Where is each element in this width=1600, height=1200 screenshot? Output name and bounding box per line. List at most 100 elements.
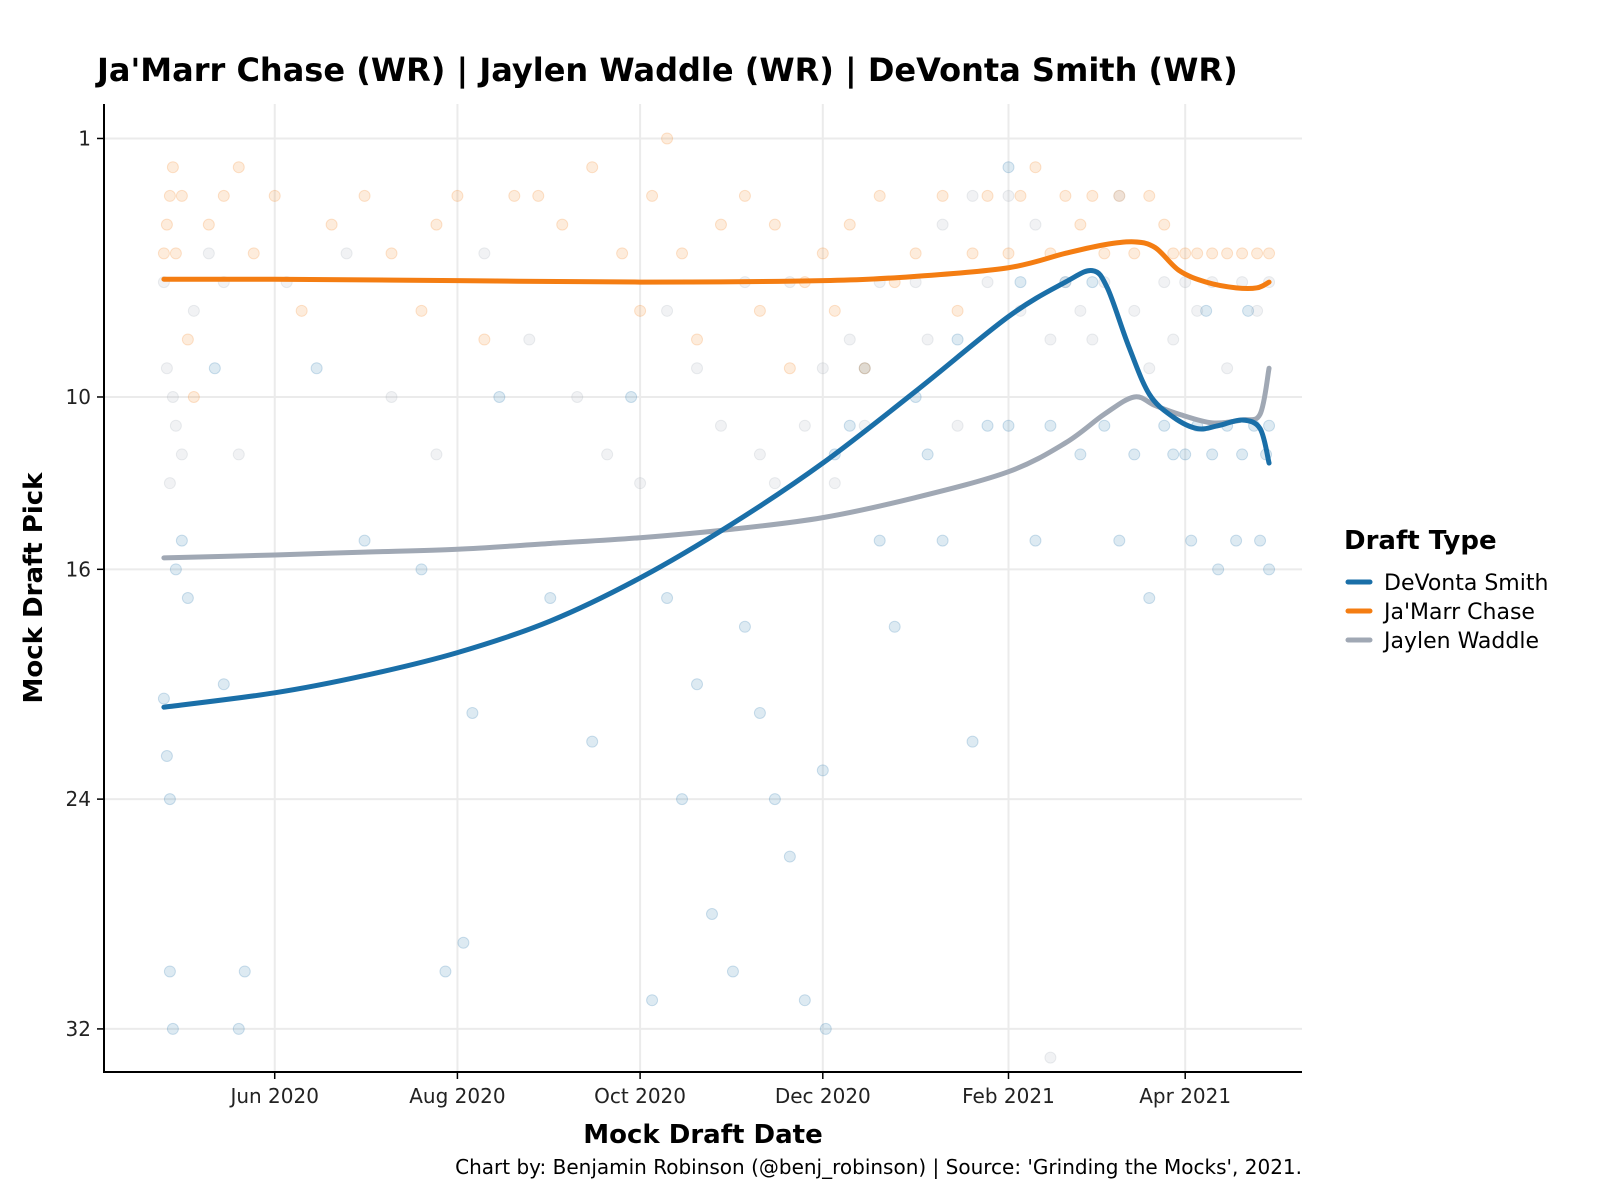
point-ja-marr-chase (175, 189, 188, 202)
point-devonta-smith (981, 419, 994, 432)
point-ja-marr-chase (1029, 161, 1042, 174)
point-jaylen-waddle (1074, 304, 1087, 317)
point-devonta-smith (888, 620, 901, 633)
point-ja-marr-chase (1098, 247, 1111, 260)
point-jaylen-waddle (430, 448, 443, 461)
point-jaylen-waddle (160, 362, 173, 375)
legend: Draft Type DeVonta Smith Ja'Marr Chase Jay… (1344, 526, 1548, 654)
point-ja-marr-chase (783, 362, 796, 375)
point-jaylen-waddle (1086, 333, 1099, 346)
point-ja-marr-chase (1167, 247, 1180, 260)
y-tick-label: 16 (66, 557, 91, 581)
point-ja-marr-chase (966, 247, 979, 260)
point-devonta-smith (1044, 419, 1057, 432)
point-devonta-smith (169, 563, 182, 576)
point-devonta-smith (1185, 534, 1198, 547)
point-jaylen-waddle (768, 477, 781, 490)
point-devonta-smith (457, 936, 470, 949)
x-tick-label: Feb 2021 (962, 1084, 1055, 1108)
point-jaylen-waddle (936, 218, 949, 231)
point-jaylen-waddle (1113, 189, 1126, 202)
smooth-line-ja-marr-chase (161, 239, 1272, 292)
point-ja-marr-chase (325, 218, 338, 231)
point-devonta-smith (493, 390, 506, 403)
point-ja-marr-chase (217, 189, 230, 202)
point-devonta-smith (1128, 448, 1141, 461)
point-devonta-smith (1098, 419, 1111, 432)
point-jaylen-waddle (175, 448, 188, 461)
point-jaylen-waddle (714, 419, 727, 432)
point-devonta-smith (1086, 276, 1099, 289)
point-ja-marr-chase (1086, 189, 1099, 202)
point-ja-marr-chase (873, 189, 886, 202)
point-jaylen-waddle (187, 304, 200, 317)
point-jaylen-waddle (166, 390, 179, 403)
point-ja-marr-chase (1128, 247, 1141, 260)
point-devonta-smith (238, 965, 251, 978)
point-devonta-smith (966, 735, 979, 748)
point-jaylen-waddle (601, 448, 614, 461)
y-tick-label: 24 (66, 787, 91, 811)
point-ja-marr-chase (646, 189, 659, 202)
point-devonta-smith (661, 592, 674, 605)
point-devonta-smith (936, 534, 949, 547)
point-jaylen-waddle (1029, 218, 1042, 231)
point-ja-marr-chase (1074, 218, 1087, 231)
point-devonta-smith (181, 592, 194, 605)
point-ja-marr-chase (268, 189, 281, 202)
point-ja-marr-chase (1113, 189, 1126, 202)
y-axis-title: Mock Draft Pick (19, 472, 49, 704)
point-devonta-smith (1236, 448, 1249, 461)
point-ja-marr-chase (676, 247, 689, 260)
point-devonta-smith (1002, 161, 1015, 174)
point-devonta-smith (310, 362, 323, 375)
point-devonta-smith (415, 563, 428, 576)
point-jaylen-waddle (966, 189, 979, 202)
point-ja-marr-chase (1251, 247, 1264, 260)
point-devonta-smith (676, 793, 689, 806)
point-ja-marr-chase (160, 218, 173, 231)
point-ja-marr-chase (385, 247, 398, 260)
point-jaylen-waddle (951, 419, 964, 432)
point-ja-marr-chase (843, 218, 856, 231)
point-ja-marr-chase (187, 390, 200, 403)
point-devonta-smith (819, 1022, 832, 1035)
point-devonta-smith (1143, 592, 1156, 605)
point-jaylen-waddle (661, 304, 674, 317)
point-devonta-smith (951, 333, 964, 346)
chart-caption: Chart by: Benjamin Robinson (@benj_robin… (455, 1155, 1302, 1179)
x-tick-label: Aug 2020 (409, 1084, 505, 1108)
point-devonta-smith (1002, 419, 1015, 432)
point-ja-marr-chase (415, 304, 428, 317)
point-jaylen-waddle (1158, 276, 1171, 289)
point-devonta-smith (1158, 419, 1171, 432)
point-devonta-smith (705, 908, 718, 921)
point-ja-marr-chase (295, 304, 308, 317)
point-devonta-smith (163, 793, 176, 806)
point-jaylen-waddle (1167, 333, 1180, 346)
point-devonta-smith (163, 965, 176, 978)
point-ja-marr-chase (163, 189, 176, 202)
point-ja-marr-chase (1236, 247, 1249, 260)
point-ja-marr-chase (816, 247, 829, 260)
point-ja-marr-chase (936, 189, 949, 202)
point-jaylen-waddle (523, 333, 536, 346)
point-devonta-smith (166, 1022, 179, 1035)
point-ja-marr-chase (661, 132, 674, 145)
point-devonta-smith (753, 706, 766, 719)
legend-items: DeVonta Smith Ja'Marr Chase Jaylen Waddle (1345, 571, 1548, 654)
y-axis-ticks: 1 10 16 24 32 (66, 126, 104, 1041)
point-ja-marr-chase (586, 161, 599, 174)
point-jaylen-waddle (202, 247, 215, 260)
x-tick-label: Apr 2021 (1139, 1084, 1231, 1108)
point-devonta-smith (1167, 448, 1180, 461)
point-ja-marr-chase (768, 218, 781, 231)
point-ja-marr-chase (451, 189, 464, 202)
point-devonta-smith (843, 419, 856, 432)
point-devonta-smith (768, 793, 781, 806)
point-ja-marr-chase (1221, 247, 1234, 260)
smooth-line-jaylen-waddle (161, 365, 1272, 561)
point-devonta-smith (358, 534, 371, 547)
point-jaylen-waddle (1221, 362, 1234, 375)
point-devonta-smith (873, 534, 886, 547)
